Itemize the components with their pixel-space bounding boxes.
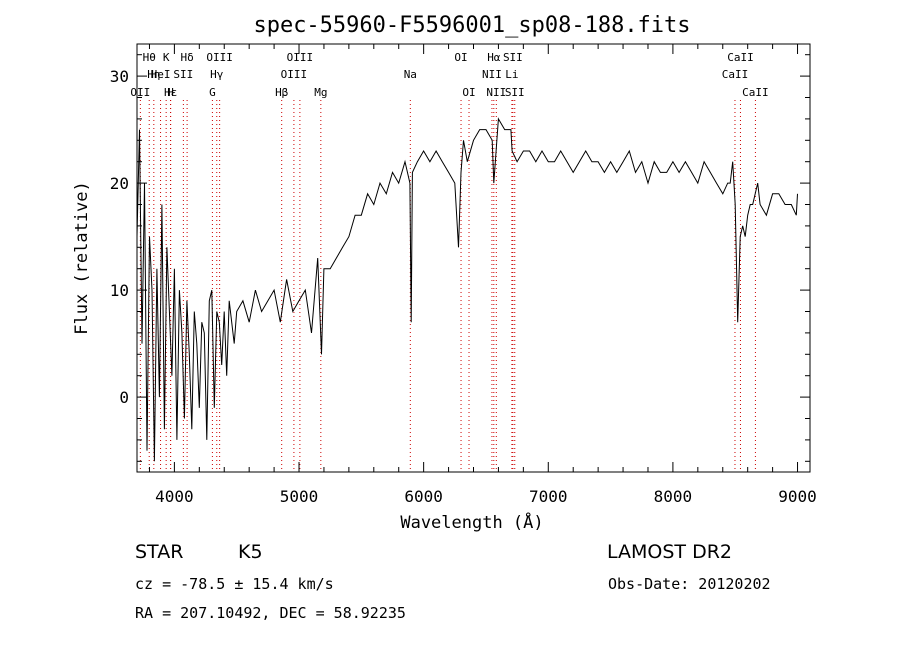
marker-label: Li <box>505 68 518 81</box>
marker-label: Hε <box>164 86 177 99</box>
marker-label: Na <box>404 68 417 81</box>
marker-label: H <box>167 86 174 99</box>
obs-date: Obs-Date: 20120202 <box>608 575 771 593</box>
marker-label: Hδ <box>180 51 193 64</box>
x-axis: 4000 5000 6000 7000 8000 9000 <box>148 44 817 506</box>
subclass: K5 <box>238 541 263 563</box>
marker-label: K <box>163 51 170 64</box>
marker-label: G <box>209 86 216 99</box>
marker-label: SII <box>505 86 525 99</box>
x-tick-label: 8000 <box>654 487 693 506</box>
marker-label: OIII <box>206 51 233 64</box>
line-markers: Hθ OII HηK HeI HεH SII Hδ OIII Hγ G Hβ OIII OIII Mg Na… <box>130 51 769 472</box>
marker-label: NII <box>486 86 506 99</box>
marker-label: OI <box>454 51 467 64</box>
x-axis-label: Wavelength (Å) <box>400 511 543 533</box>
y-axis: 0 10 20 30 <box>110 54 810 462</box>
marker-label: OII <box>130 86 150 99</box>
plot-frame <box>136 43 811 473</box>
y-tick-label: 30 <box>110 67 129 86</box>
x-tick-label: 6000 <box>404 487 443 506</box>
x-tick-label: 7000 <box>529 487 568 506</box>
spectrum-line <box>136 117 798 462</box>
marker-label: SII <box>503 51 523 64</box>
coordinates: RA = 207.10492, DEC = 58.92235 <box>135 604 406 622</box>
marker-label: OIII <box>287 51 314 64</box>
object-class: STAR <box>135 541 184 563</box>
marker-label: Hθ <box>143 51 156 64</box>
marker-label: Mg <box>314 86 327 99</box>
chart-title: spec-55960-F5596001_sp08-188.fits <box>253 13 690 38</box>
x-tick-label: 4000 <box>155 487 194 506</box>
y-tick-label: 0 <box>119 388 129 407</box>
marker-label: Hα <box>487 51 501 64</box>
marker-label: SII <box>173 68 193 81</box>
marker-label: OI <box>462 86 475 99</box>
y-tick-label: 10 <box>110 281 129 300</box>
marker-label: Hγ <box>210 68 224 81</box>
survey-name: LAMOST DR2 <box>607 541 732 563</box>
marker-label: OIII <box>281 68 308 81</box>
marker-label: CaII <box>742 86 769 99</box>
marker-label: NII <box>482 68 502 81</box>
y-tick-label: 20 <box>110 174 129 193</box>
marker-label: Hη <box>147 68 160 81</box>
spectrum-series <box>136 117 798 462</box>
redshift-text: cz = -78.5 ± 15.4 km/s <box>135 575 334 593</box>
x-tick-label: 5000 <box>280 487 319 506</box>
marker-label: Hβ <box>275 86 289 99</box>
marker-label: HeI <box>151 68 171 81</box>
marker-label: CaII <box>727 51 754 64</box>
x-tick-label: 9000 <box>778 487 817 506</box>
y-axis-label: Flux (relative) <box>72 181 92 335</box>
marker-label: CaII <box>722 68 749 81</box>
